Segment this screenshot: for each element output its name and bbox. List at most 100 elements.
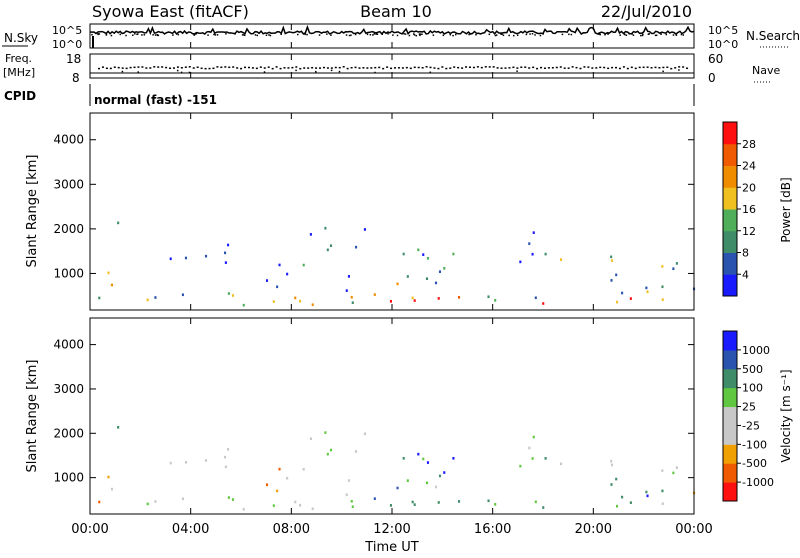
power-cell	[286, 272, 289, 276]
nsearch-dot	[392, 34, 394, 36]
velocity-cell	[329, 448, 333, 452]
nave-point	[662, 70, 664, 73]
nsearch-dot	[495, 34, 498, 36]
freq-point	[121, 67, 124, 69]
nsearch-dot	[207, 34, 209, 36]
freq-point	[224, 66, 227, 68]
power-cell	[350, 295, 353, 299]
velocity-colorbar-segment	[723, 444, 737, 464]
nsearch-dot	[375, 33, 377, 35]
velocity-cell	[227, 496, 230, 499]
velocity-cell	[272, 504, 275, 507]
power-colorbar: 4 8 12 16 20 24 28 Power [dB]	[722, 121, 793, 297]
power-cell	[347, 275, 351, 278]
velocity-colorbar-tick-label: -500	[742, 457, 767, 470]
freq-point	[117, 66, 120, 69]
nsearch-dot	[243, 34, 245, 36]
freq-tick-high: 18	[66, 52, 81, 66]
freq-point	[283, 67, 286, 69]
power-colorbar-label: Power [dB]	[779, 177, 793, 242]
nave-point	[188, 71, 191, 74]
freq-point	[686, 67, 689, 70]
nsearch-dot	[488, 33, 491, 36]
freq-point	[390, 67, 393, 70]
velocity-cell	[278, 467, 281, 471]
velocity-colorbar-tick-label: -100	[742, 438, 767, 451]
power-cell	[373, 293, 376, 296]
power-cell	[355, 245, 358, 249]
nsearch-dot	[418, 33, 421, 35]
freq-point	[472, 66, 475, 69]
freq-point	[437, 67, 440, 70]
x-tick-label: 12:00	[373, 522, 410, 537]
freq-point	[98, 67, 100, 70]
freq-point	[484, 66, 487, 68]
velocity-cell	[406, 479, 409, 482]
nsearch-dot	[421, 33, 423, 36]
velocity-cell	[528, 446, 531, 450]
freq-point	[263, 67, 266, 69]
freq-point	[350, 66, 353, 69]
nsearch-dot	[525, 33, 528, 36]
power-cell	[107, 271, 110, 275]
power-colorbar-segment	[723, 122, 737, 145]
nsearch-dot	[539, 34, 542, 37]
nsearch-dot	[91, 33, 93, 36]
nsearch-dot	[623, 33, 626, 35]
velocity-colorbar-tick-label: 1000	[742, 344, 770, 357]
freq-point	[662, 66, 665, 69]
nsearch-dot	[269, 34, 272, 37]
freq-point	[492, 66, 495, 68]
velocity-ytick-label: 1000	[53, 471, 84, 485]
nsearch-dot	[502, 34, 505, 37]
freq-point	[208, 67, 211, 70]
nsearch-dot	[195, 33, 197, 35]
power-cell	[610, 279, 613, 282]
freq-point	[180, 67, 183, 69]
nsearch-dot	[97, 33, 99, 35]
nsearch-dot	[369, 33, 372, 36]
freq-point	[299, 67, 302, 70]
freq-point	[334, 66, 337, 69]
freq-point	[461, 67, 464, 69]
velocity-cell	[425, 481, 429, 485]
nsearch-dot	[280, 33, 282, 36]
freq-point	[247, 66, 250, 69]
freq-point	[378, 66, 381, 69]
velocity-cell	[542, 506, 545, 509]
freq-point	[528, 67, 531, 69]
nsearch-dot	[512, 34, 515, 37]
nave-point	[330, 69, 333, 72]
freq-point	[547, 67, 550, 69]
nave-point	[121, 70, 124, 73]
power-cell	[223, 251, 227, 255]
nsearch-dot	[508, 34, 510, 37]
nave-point	[137, 71, 139, 73]
freq-point	[113, 66, 116, 68]
velocity-cell	[276, 489, 279, 493]
nsearch-dot	[345, 34, 348, 36]
x-tick-label: 00:00	[675, 522, 712, 537]
nsearch-dot	[134, 33, 136, 35]
freq-point	[670, 67, 673, 70]
velocity-cell	[107, 475, 110, 479]
velocity-cell	[309, 437, 312, 441]
freq-point	[354, 66, 357, 69]
freq-point	[291, 66, 294, 69]
power-cell	[224, 261, 227, 264]
velocity-cell	[452, 457, 455, 460]
nsearch-dot	[419, 33, 422, 35]
freq-point	[220, 66, 223, 69]
nsearch-dot	[598, 33, 601, 35]
nsearch-dot	[640, 34, 642, 37]
power-cell	[661, 265, 664, 268]
freq-point	[650, 67, 653, 69]
freq-point	[358, 67, 361, 69]
freq-point	[480, 66, 483, 69]
power-cell	[302, 263, 305, 267]
nsearch-dot	[372, 34, 374, 36]
cpid-value: normal (fast) -151	[94, 93, 217, 107]
velocity-cell	[411, 500, 414, 504]
freq-point	[516, 67, 519, 69]
freq-point	[599, 66, 602, 69]
